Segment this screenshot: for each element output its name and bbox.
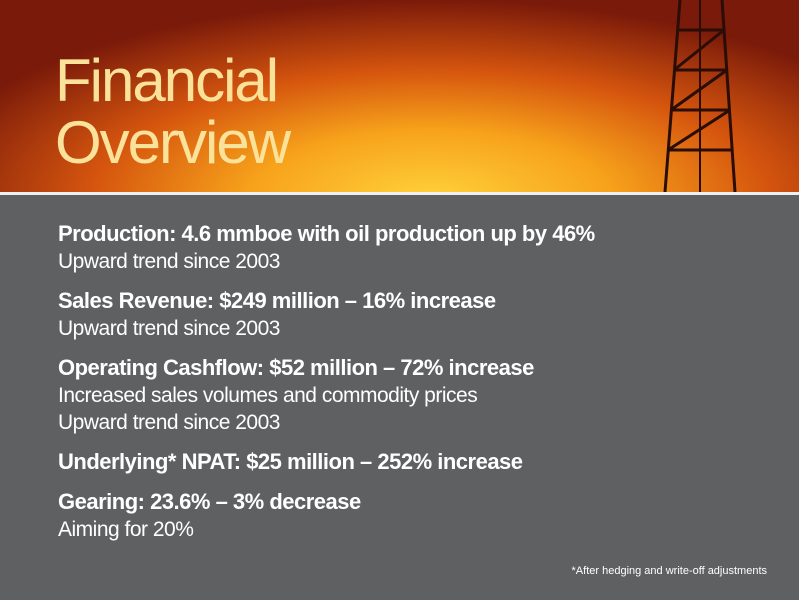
title: Financial Overview [55,47,291,176]
item-line: Upward trend since 2003 [58,317,280,340]
item-heading: Underlying* NPAT: $25 million – 252% inc… [58,449,523,474]
item-line: Upward trend since 2003 [58,411,280,434]
divider [0,192,799,195]
item: Operating Cashflow: $52 million – 72% in… [58,354,595,436]
title-line: Overview [55,109,291,176]
item: Underlying* NPAT: $25 million – 252% inc… [58,448,595,476]
rig-silhouette [663,0,737,192]
item-line: Increased sales volumes and commodity pr… [58,384,478,407]
item-heading: Sales Revenue: $249 million – 16% increa… [58,288,496,313]
item-line: Upward trend since 2003 [58,250,280,273]
title-line: Financial [55,47,279,114]
banner: Financial Overview [0,0,799,192]
item-list: Production: 4.6 mmboe with oil productio… [58,220,595,555]
item-heading: Production: 4.6 mmboe with oil productio… [58,221,595,246]
footnote: *After hedging and write-off adjustments [571,565,767,577]
item-heading: Gearing: 23.6% – 3% decrease [58,489,361,514]
item-line: Aiming for 20% [58,518,194,541]
item-heading: Operating Cashflow: $52 million – 72% in… [58,355,534,380]
item: Sales Revenue: $249 million – 16% increa… [58,287,595,342]
item: Production: 4.6 mmboe with oil productio… [58,220,595,275]
item: Gearing: 23.6% – 3% decrease Aiming for 2… [58,488,595,543]
